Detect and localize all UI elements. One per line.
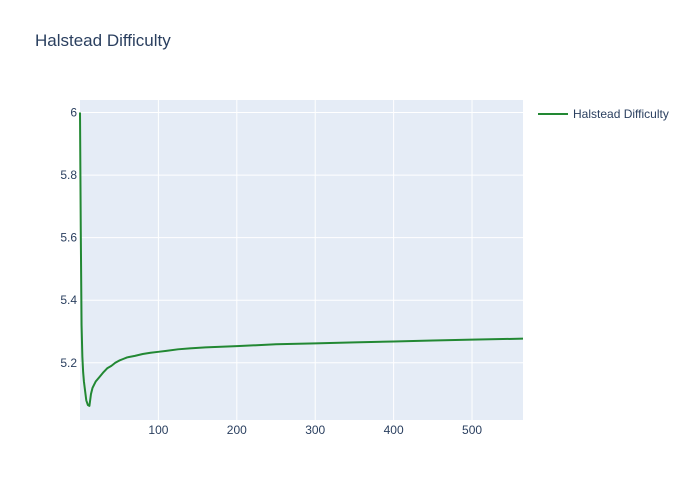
chart-title: Halstead Difficulty [35,31,171,50]
x-tick-label: 400 [384,423,404,437]
series-lines [79,112,524,407]
y-tick-label: 5.4 [60,293,77,307]
y-tick-label: 6 [70,106,77,120]
x-tick-label: 200 [227,423,247,437]
plot-background [80,100,523,420]
x-tick-label: 300 [305,423,325,437]
y-tick-label: 5.6 [60,231,77,245]
grid-lines [80,100,523,420]
x-tick-label: 500 [462,423,482,437]
series-line-0 [79,112,524,407]
tick-labels: 100 200 300 400 500 5.2 5.4 5.6 5.8 6 [60,106,482,437]
legend[interactable]: Halstead Difficulty [538,107,669,121]
x-tick-label: 100 [148,423,168,437]
legend-label: Halstead Difficulty [573,107,669,121]
y-tick-label: 5.8 [60,168,77,182]
y-tick-label: 5.2 [60,356,77,370]
